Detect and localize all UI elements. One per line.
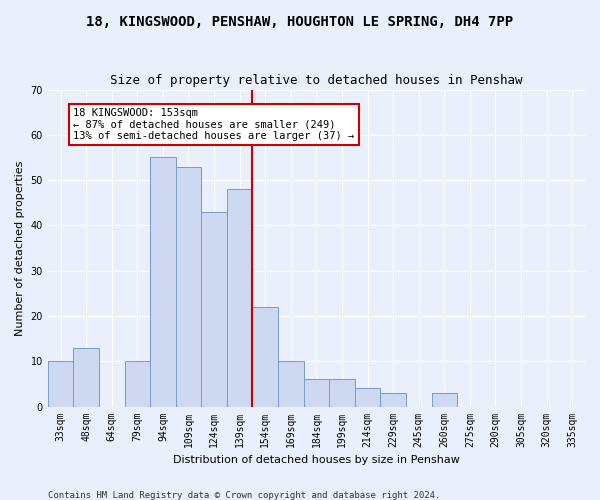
Bar (380, 393, 406, 406)
Bar (201, 212, 227, 406)
Bar (125, 362, 150, 406)
Bar (176, 166, 201, 406)
Bar (278, 362, 304, 406)
Text: 18 KINGSWOOD: 153sqm
← 87% of detached houses are smaller (249)
13% of semi-deta: 18 KINGSWOOD: 153sqm ← 87% of detached h… (73, 108, 355, 141)
Bar (431, 393, 457, 406)
Bar (227, 189, 253, 406)
Title: Size of property relative to detached houses in Penshaw: Size of property relative to detached ho… (110, 74, 523, 87)
Bar (150, 158, 176, 406)
Bar (48, 362, 73, 406)
Y-axis label: Number of detached properties: Number of detached properties (15, 160, 25, 336)
Text: Contains HM Land Registry data © Crown copyright and database right 2024.: Contains HM Land Registry data © Crown c… (48, 490, 440, 500)
Bar (329, 380, 355, 406)
Bar (73, 348, 99, 406)
X-axis label: Distribution of detached houses by size in Penshaw: Distribution of detached houses by size … (173, 455, 460, 465)
Text: 18, KINGSWOOD, PENSHAW, HOUGHTON LE SPRING, DH4 7PP: 18, KINGSWOOD, PENSHAW, HOUGHTON LE SPRI… (86, 15, 514, 29)
Bar (253, 307, 278, 406)
Bar (304, 380, 329, 406)
Bar (355, 388, 380, 406)
